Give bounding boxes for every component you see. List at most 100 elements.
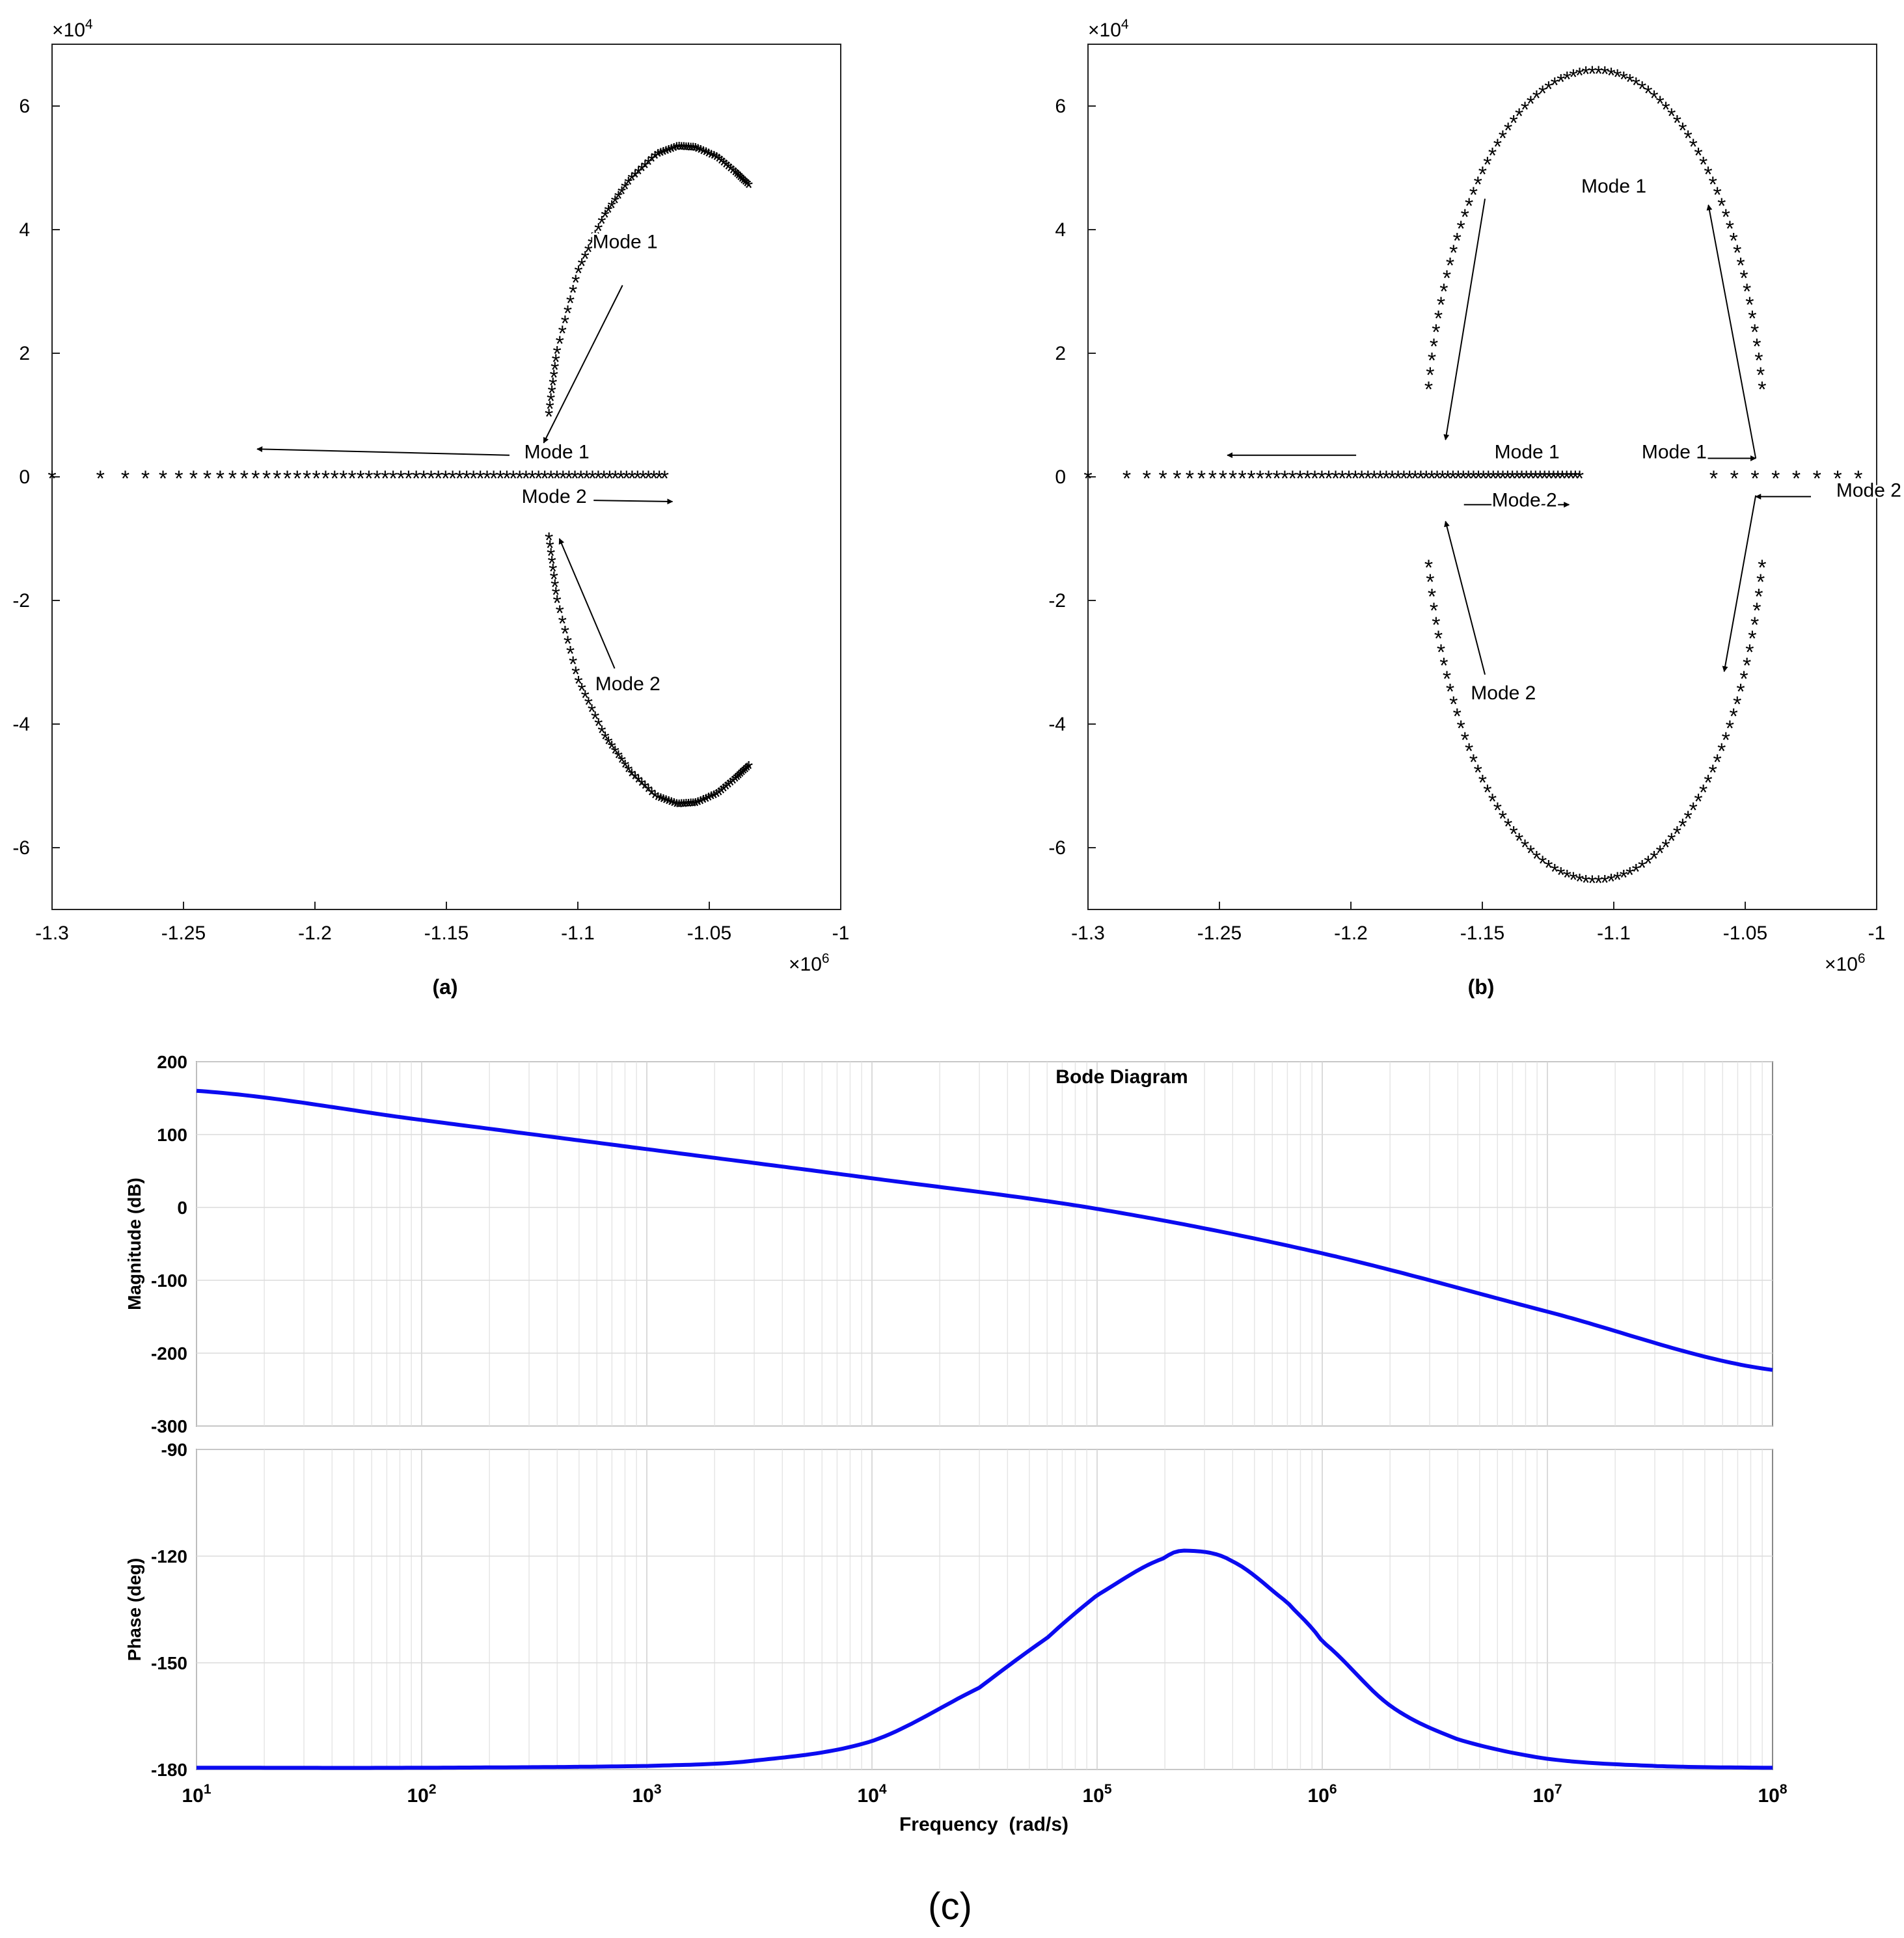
pole-marker: *	[741, 173, 750, 198]
axis-ticks-b: -1.3 -1.25 -1.2 -1.15 -1.1 -1.05 -1 -6 -4 -2 0 2 4 6	[1048, 96, 1885, 944]
pole-marker: *	[189, 466, 198, 491]
pole-marker: *	[699, 142, 707, 167]
pole-marker: *	[1569, 65, 1577, 90]
pole-marker: *	[1752, 334, 1761, 359]
pole-marker: *	[713, 785, 721, 810]
pole-marker: *	[611, 742, 619, 766]
pole-marker: *	[1457, 217, 1465, 241]
x-tick-label: -1.1	[1597, 922, 1631, 944]
pole-marker: *	[551, 575, 559, 600]
pole-marker: *	[617, 466, 625, 491]
pole-marker: *	[741, 760, 750, 785]
pole-marker: *	[675, 138, 683, 163]
pole-marker: *	[549, 373, 557, 398]
plot-frame-b	[1087, 44, 1877, 910]
pole-marker: *	[552, 466, 561, 491]
pole-marker: *	[1544, 77, 1553, 102]
pole-marker: *	[651, 787, 659, 811]
pole-marker: *	[1833, 466, 1842, 491]
pole-marker: *	[1521, 98, 1529, 122]
pole-marker: *	[1673, 111, 1681, 136]
pole-marker: *	[704, 788, 713, 813]
pole-marker: *	[605, 466, 614, 491]
pole-marker: *	[1453, 228, 1462, 253]
pole-marker: *	[1632, 859, 1640, 884]
pole-marker: *	[545, 536, 554, 561]
annotation-arrow	[256, 446, 510, 456]
pole-marker: *	[1743, 654, 1751, 679]
annotation-label: Mode 1	[1581, 176, 1646, 197]
pole-marker: *	[547, 389, 555, 414]
pole-marker: *	[581, 686, 590, 710]
pole-marker: *	[561, 312, 569, 336]
pole-marker: *	[581, 247, 590, 272]
y-exponent-b: ×104	[1088, 17, 1129, 41]
pole-marker: *	[1538, 852, 1547, 876]
pole-marker: *	[552, 591, 561, 616]
pole-marker: *	[1607, 870, 1615, 895]
pole-marker: *	[564, 301, 572, 326]
annotation-label: Mode 1	[524, 442, 590, 463]
y-tick-label: -4	[1048, 714, 1066, 735]
pole-marker: *	[1488, 143, 1497, 168]
pole-marker: *	[549, 559, 557, 584]
pole-marker: *	[404, 466, 413, 491]
pole-marker: *	[1515, 829, 1523, 854]
pole-marker: *	[1443, 667, 1451, 692]
pole-marker: *	[1364, 466, 1372, 491]
pole-marker: *	[373, 466, 381, 491]
pole-marker: *	[647, 150, 656, 174]
pole-marker: *	[1745, 640, 1754, 665]
pole-marker: *	[548, 552, 556, 576]
pole-marker: *	[1736, 680, 1745, 705]
pole-marker: *	[1756, 363, 1765, 388]
pole-marker: *	[1558, 466, 1566, 491]
pole-marker: *	[621, 178, 629, 202]
pole-marker: *	[717, 152, 726, 176]
pole-marker: *	[381, 466, 389, 491]
pole-marker: *	[627, 764, 636, 789]
pole-marker: *	[614, 746, 623, 771]
pole-marker: *	[628, 466, 636, 491]
pole-marker: *	[1661, 835, 1670, 860]
x-tick-label: -1.3	[35, 922, 69, 944]
pole-marker: *	[1527, 841, 1535, 866]
pole-marker: *	[608, 737, 616, 762]
bode-grid	[196, 1061, 1773, 1770]
pole-marker: *	[1453, 705, 1462, 729]
pole-marker: *	[1439, 654, 1448, 679]
pole-marker: *	[736, 168, 744, 193]
pole-marker: *	[714, 150, 723, 174]
pole-marker: *	[1318, 466, 1326, 491]
pole-marker: *	[1357, 466, 1366, 491]
pole-marker: *	[651, 146, 659, 171]
pole-marker: *	[597, 721, 606, 746]
pole-marker: *	[1351, 466, 1359, 491]
pole-marker: *	[412, 466, 420, 491]
pole-marker: *	[1432, 320, 1440, 345]
pole-marker: *	[1424, 377, 1433, 402]
pole-marker: *	[462, 466, 470, 491]
x-tick-label: -1.2	[1334, 922, 1368, 944]
pole-marker: *	[659, 142, 668, 167]
pole-marker: *	[1448, 466, 1457, 491]
pole-marker: *	[1422, 466, 1430, 491]
pole-marker: *	[1382, 466, 1391, 491]
pole-marker: *	[1474, 172, 1482, 197]
pole-marker: *	[1545, 466, 1553, 491]
pole-marker: *	[1454, 466, 1462, 491]
pole-marker: *	[660, 466, 669, 491]
pole-marker: *	[1557, 863, 1565, 887]
pole-marker: *	[622, 466, 631, 491]
pole-marker: *	[1650, 846, 1658, 871]
pole-marker: *	[1428, 466, 1436, 491]
pole-marker: *	[1483, 780, 1491, 805]
pole-marker: *	[1544, 855, 1553, 880]
pole-marker: *	[1430, 599, 1438, 623]
pole-marker: *	[1434, 306, 1443, 331]
x-tick-label: -1.05	[687, 922, 731, 944]
pole-marker: *	[1709, 760, 1717, 785]
pole-marker: *	[1694, 143, 1702, 168]
pole-marker: *	[644, 780, 653, 805]
